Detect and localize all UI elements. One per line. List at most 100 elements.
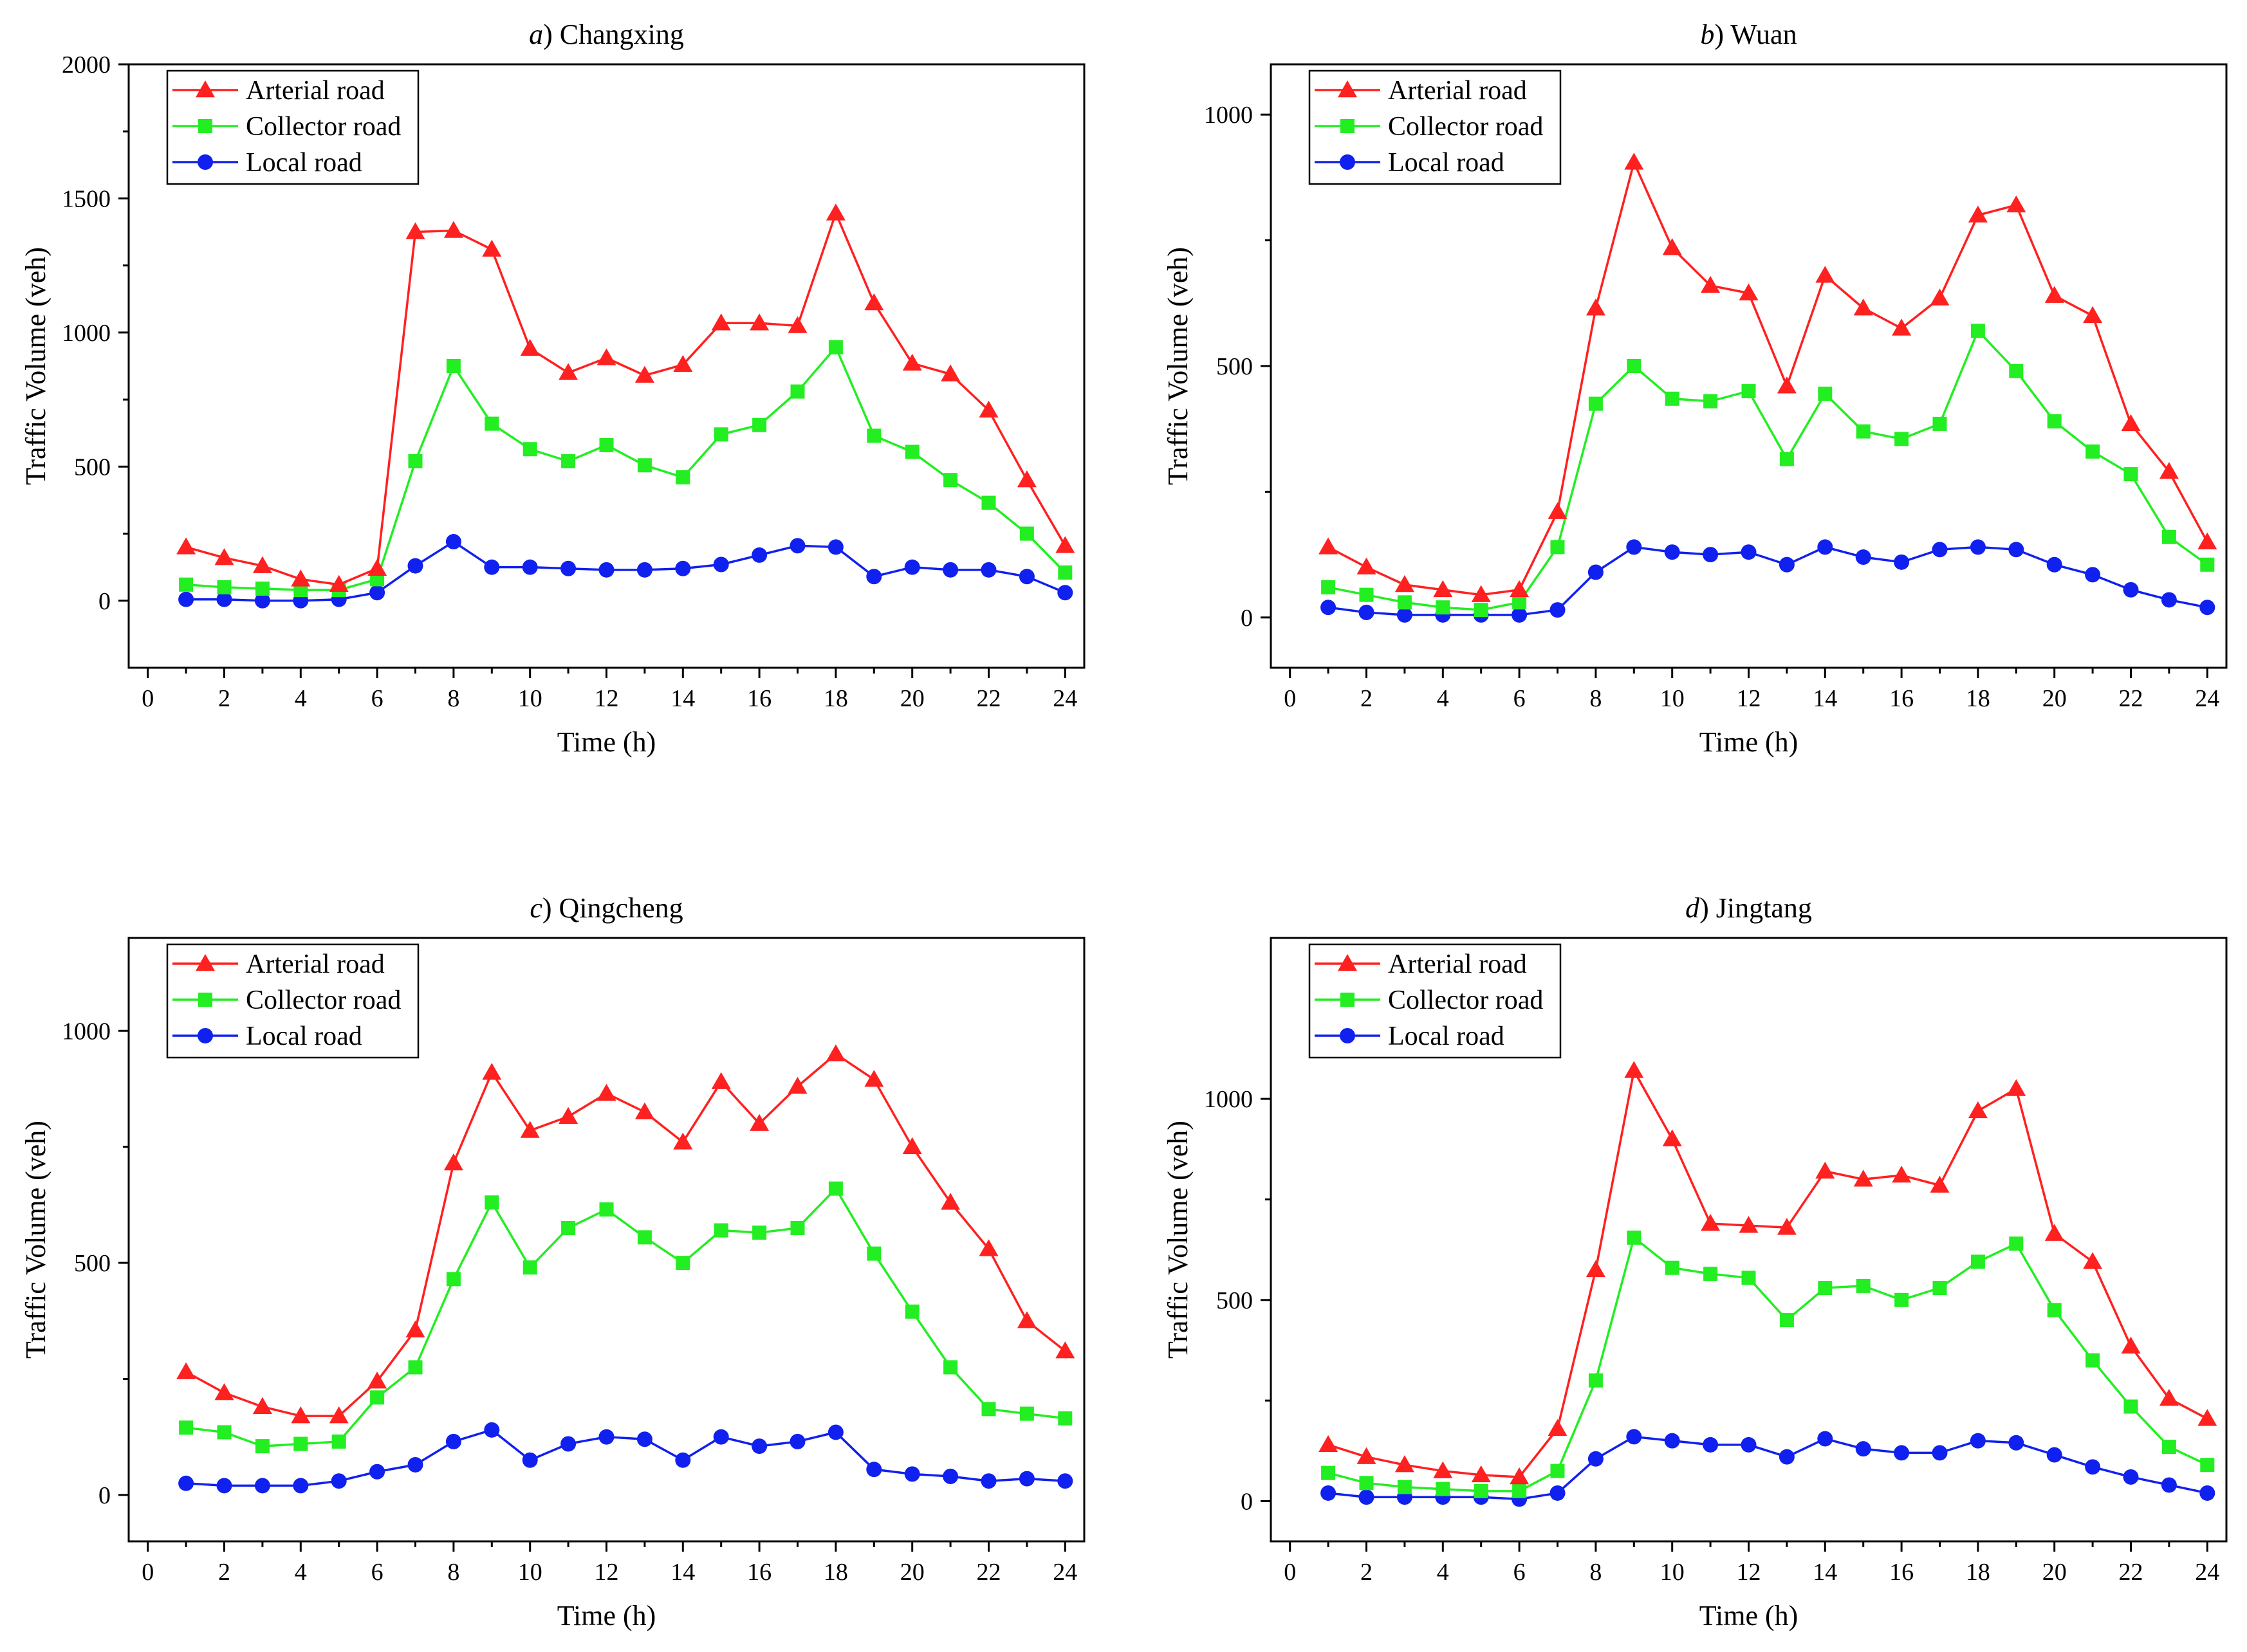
legend-entry: Arterial road: [172, 76, 385, 106]
data-point: [1968, 1101, 1988, 1119]
data-point: [252, 1397, 272, 1415]
data-point: [1019, 569, 1035, 585]
data-point: [196, 954, 215, 971]
data-point: [2161, 592, 2177, 608]
legend-label: Local road: [1388, 148, 1504, 178]
data-point: [1894, 1445, 1910, 1461]
data-point: [1321, 580, 1336, 594]
data-point: [255, 1439, 270, 1454]
legend-entry: Collector road: [172, 986, 401, 1015]
data-point: [1549, 1485, 1566, 1501]
legend-label: Local road: [246, 1022, 362, 1051]
data-point: [1338, 80, 1357, 98]
data-point: [1474, 603, 1488, 618]
data-point: [176, 537, 196, 555]
data-point: [1471, 1465, 1491, 1483]
series-line: [186, 540, 1066, 602]
data-point: [1930, 288, 1950, 306]
data-point: [1057, 1473, 1073, 1489]
data-point: [1436, 1482, 1450, 1496]
data-point: [367, 1372, 387, 1389]
data-point: [979, 1239, 999, 1256]
data-point: [637, 458, 652, 473]
x-tick-label: 2: [218, 685, 230, 712]
data-point: [255, 582, 270, 596]
x-tick-label: 24: [1053, 685, 1077, 712]
data-point: [1932, 416, 1947, 431]
x-tick-label: 14: [670, 1559, 695, 1586]
data-point: [1970, 324, 1985, 338]
y-tick-label: 500: [1216, 1287, 1253, 1314]
data-point: [216, 591, 232, 607]
data-point: [598, 562, 615, 578]
x-tick-label: 4: [1437, 1559, 1449, 1586]
series-arterial-road: [176, 203, 1075, 592]
data-point: [1471, 585, 1491, 602]
data-point: [1703, 394, 1718, 408]
x-tick-label: 10: [518, 1559, 542, 1586]
x-tick-label: 8: [1589, 1559, 1602, 1586]
data-point: [198, 119, 212, 133]
data-point: [1318, 537, 1338, 555]
chart-title: d) Jingtang: [1685, 892, 1812, 924]
data-point: [291, 1406, 311, 1424]
data-point: [485, 1195, 499, 1210]
data-point: [1320, 1485, 1336, 1501]
data-point: [1057, 585, 1073, 601]
data-point: [1968, 205, 1988, 223]
data-point: [1662, 1129, 1682, 1146]
data-point: [1815, 1161, 1835, 1179]
data-point: [2008, 542, 2024, 558]
data-point: [198, 1028, 213, 1043]
data-point: [1587, 1451, 1604, 1467]
series-collector-road: [1321, 1230, 2215, 1498]
data-point: [1624, 152, 1644, 170]
data-point: [1739, 1216, 1759, 1233]
legend: Arterial road Collector road Local road: [166, 943, 420, 1059]
data-point: [1855, 1441, 1871, 1457]
y-tick-label: 500: [74, 454, 111, 481]
data-point: [905, 445, 920, 459]
data-point: [2161, 1440, 2176, 1455]
data-point: [1356, 557, 1376, 574]
data-point: [676, 1256, 690, 1271]
data-point: [1856, 424, 1871, 439]
x-tick-label: 16: [747, 1559, 772, 1586]
legend: Arterial road Collector road Local road: [166, 69, 420, 185]
series-arterial-road: [1318, 152, 2217, 602]
data-point: [1396, 607, 1412, 623]
data-point: [599, 1202, 614, 1217]
series-arterial-road: [176, 1044, 1075, 1424]
data-point: [1340, 119, 1355, 133]
data-point: [1359, 1476, 1374, 1491]
data-point: [1664, 544, 1680, 560]
legend-entry: Local road: [172, 1022, 362, 1051]
data-point: [1017, 470, 1037, 488]
data-point: [1855, 549, 1871, 565]
data-point: [2006, 195, 2026, 213]
x-tick-label: 18: [824, 1559, 848, 1586]
data-point: [408, 1360, 423, 1375]
data-point: [252, 556, 272, 573]
data-point: [1856, 1278, 1871, 1293]
data-point: [828, 340, 843, 354]
chart-title: c) Qingcheng: [530, 892, 683, 924]
data-point: [1818, 1281, 1833, 1296]
data-point: [1626, 1429, 1642, 1445]
data-point: [1665, 1260, 1679, 1275]
x-tick-label: 4: [1437, 685, 1449, 712]
data-point: [1358, 605, 1374, 621]
data-point: [981, 1402, 996, 1417]
data-point: [1777, 1218, 1797, 1235]
data-point: [198, 154, 213, 170]
data-point: [1338, 954, 1357, 971]
data-point: [1701, 275, 1721, 293]
x-tick-label: 22: [2119, 685, 2143, 712]
data-point: [179, 577, 194, 592]
x-tick-label: 22: [977, 1559, 1001, 1586]
chart-title-text: ) Qingcheng: [542, 892, 683, 924]
data-point: [790, 384, 805, 399]
data-point: [714, 427, 728, 442]
data-point: [520, 1121, 540, 1138]
data-point: [826, 1044, 846, 1061]
